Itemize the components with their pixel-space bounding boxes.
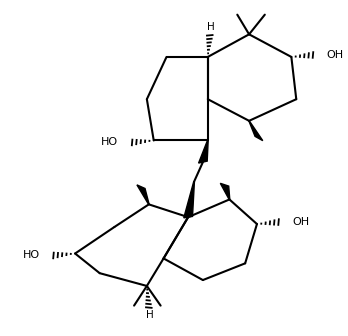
Text: H: H — [146, 310, 154, 321]
Text: HO: HO — [101, 137, 118, 148]
Text: HO: HO — [23, 250, 40, 260]
Polygon shape — [199, 140, 208, 163]
Text: OH: OH — [292, 217, 309, 227]
Text: H: H — [207, 23, 215, 33]
Polygon shape — [137, 185, 149, 205]
Polygon shape — [184, 182, 195, 218]
Polygon shape — [249, 121, 263, 141]
Text: OH: OH — [327, 50, 344, 60]
Polygon shape — [220, 183, 230, 200]
